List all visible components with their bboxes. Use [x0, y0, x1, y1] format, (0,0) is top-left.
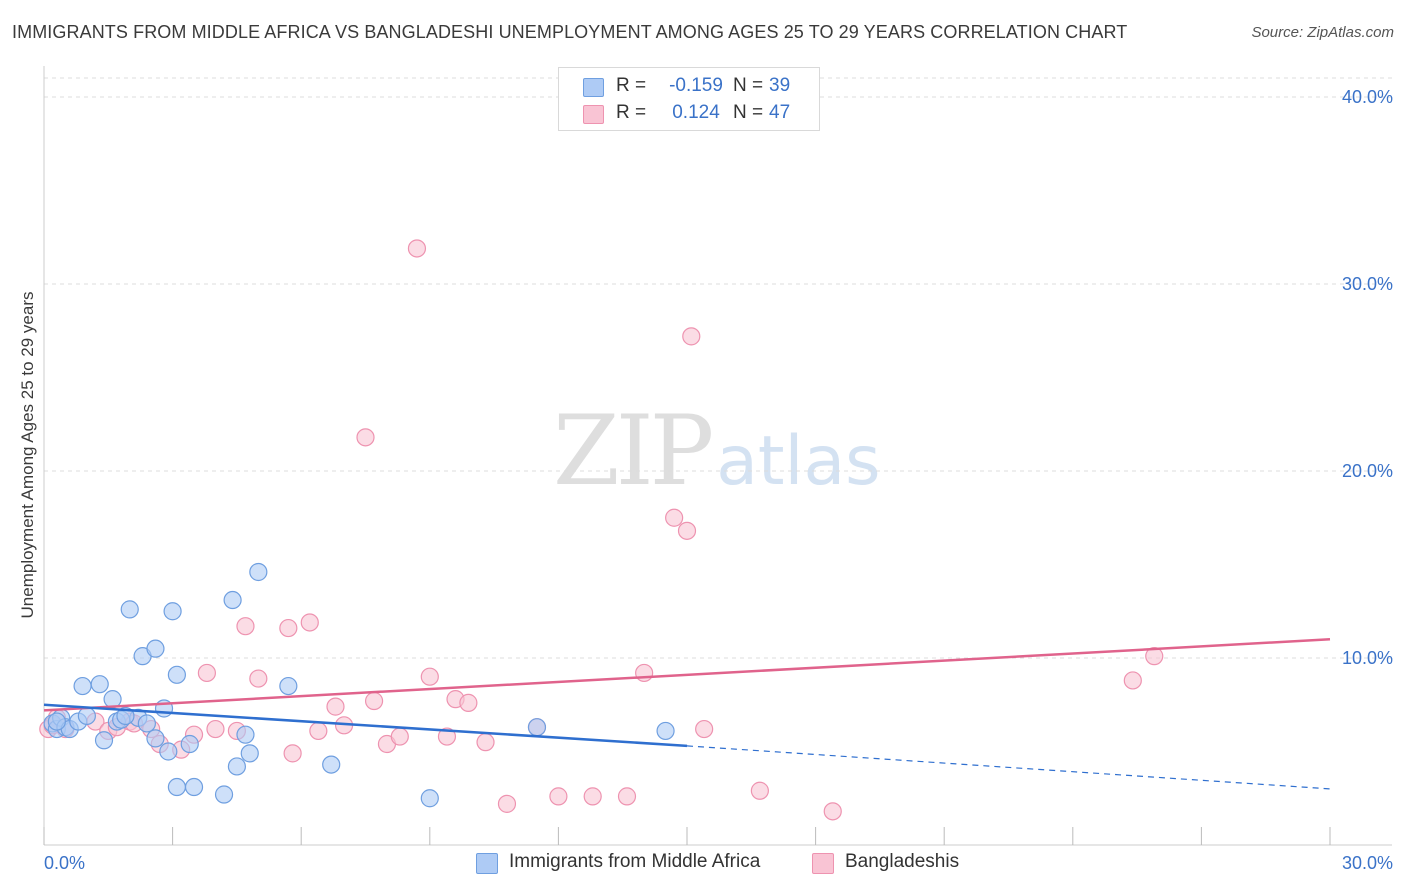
r-value: -0.159 — [669, 75, 723, 96]
watermark: ZIPatlas — [553, 395, 881, 507]
bangladeshis-point — [437, 727, 457, 746]
x-tick-label: 30.0% — [1342, 853, 1393, 873]
axes — [43, 66, 1392, 846]
bangladeshis-point — [635, 663, 654, 683]
bangladeshis-trend-line — [43, 638, 1331, 712]
middle-africa-point — [146, 639, 165, 658]
middle-africa-trend-line — [43, 703, 688, 748]
legend-label: Bangladeshis — [845, 851, 960, 872]
middle-africa-point — [159, 742, 178, 761]
middle-africa-point — [240, 744, 259, 763]
middle-africa-point — [184, 777, 204, 797]
bangladeshis-point — [497, 794, 517, 813]
middle-africa-point — [227, 757, 246, 776]
bangladeshis-point — [309, 721, 328, 741]
pink-swatch — [583, 105, 604, 124]
middle-africa-point — [47, 712, 66, 731]
bangladeshis-point — [407, 239, 427, 258]
y-axis-label: Unemployment Among Ages 25 to 29 years — [18, 291, 37, 619]
middle-africa-trend-extension — [686, 745, 1331, 790]
middle-africa-point — [236, 725, 255, 744]
chart-title: IMMIGRANTS FROM MIDDLE AFRICA VS BANGLAD… — [12, 22, 1128, 42]
middle-africa-point — [90, 675, 109, 694]
blue-swatch — [476, 853, 498, 874]
watermark-atlas: atlas — [716, 422, 881, 501]
pink-swatch — [812, 853, 834, 874]
middle-africa-point — [249, 562, 268, 582]
middle-africa-point — [146, 729, 165, 748]
middle-africa-point — [120, 600, 139, 619]
grid-lines — [44, 77, 1392, 659]
bangladeshis-point — [206, 719, 225, 739]
tick-labels: 10.0% 20.0% 30.0% 40.0% 0.0% 30.0% — [44, 87, 1393, 873]
bangladeshis-point — [364, 691, 384, 711]
trend-lines — [43, 638, 1331, 790]
bangladeshis-point — [279, 618, 298, 638]
bangladeshis-point — [420, 667, 439, 686]
middle-africa-point — [223, 590, 242, 610]
middle-africa-point — [137, 714, 156, 733]
bangladeshis-point — [823, 802, 842, 821]
bangladeshis-point — [197, 663, 216, 683]
bangladeshis-point — [390, 727, 409, 746]
middle-africa-point — [73, 676, 92, 696]
middle-africa-point — [167, 665, 186, 684]
middle-africa-point — [527, 718, 547, 737]
middle-africa-point — [167, 777, 186, 797]
bangladeshis-point — [459, 693, 478, 712]
source-credit: Source: ZipAtlas.com — [1251, 24, 1394, 41]
middle-africa-point — [94, 731, 114, 750]
n-value: 47 — [769, 102, 791, 123]
middle-africa-point — [180, 734, 199, 754]
bangladeshis-point — [1123, 671, 1142, 690]
r-label: R = — [616, 102, 647, 123]
y-tick-label: 20.0% — [1342, 461, 1393, 481]
bangladeshis-point — [326, 697, 345, 716]
bangladeshis-points — [39, 239, 1164, 821]
middle-africa-point — [279, 676, 298, 696]
middle-africa-point — [116, 706, 135, 726]
bangladeshis-point — [300, 613, 319, 632]
bangladeshis-point — [677, 521, 697, 540]
legend-label: Immigrants from Middle Africa — [509, 851, 761, 872]
middle-africa-point — [163, 602, 182, 621]
y-tick-label: 30.0% — [1342, 274, 1393, 294]
bangladeshis-point — [356, 428, 375, 447]
n-label: N = — [733, 75, 764, 96]
bangladeshis-point — [617, 787, 637, 806]
r-label: R = — [616, 75, 647, 96]
middle-africa-point — [420, 789, 439, 808]
bangladeshis-point — [249, 669, 268, 688]
middle-africa-point — [656, 721, 675, 741]
y-tick-label: 40.0% — [1342, 87, 1393, 107]
middle-africa-points — [43, 562, 675, 808]
bangladeshis-point — [583, 787, 602, 806]
watermark-zip: ZIP — [553, 395, 714, 507]
x-tick-label: 0.0% — [44, 853, 85, 873]
n-value: 39 — [769, 75, 791, 96]
bangladeshis-point — [695, 719, 714, 739]
bangladeshis-point — [682, 327, 701, 346]
bangladeshis-point — [236, 617, 255, 636]
middle-africa-point — [77, 706, 96, 726]
bangladeshis-point — [283, 744, 302, 763]
n-label: N = — [733, 102, 764, 123]
r-value: 0.124 — [672, 102, 720, 123]
y-tick-label: 10.0% — [1342, 648, 1393, 668]
bangladeshis-point — [1145, 647, 1164, 666]
bangladeshis-point — [549, 787, 568, 806]
bangladeshis-point — [665, 508, 684, 527]
middle-africa-point — [214, 785, 234, 804]
stats-legend: R = -0.159 N = 39 R = 0.124 N = 47 — [558, 67, 820, 131]
bangladeshis-point — [476, 733, 495, 752]
blue-swatch — [583, 78, 604, 97]
bangladeshis-point — [750, 781, 769, 800]
middle-africa-point — [322, 755, 341, 774]
